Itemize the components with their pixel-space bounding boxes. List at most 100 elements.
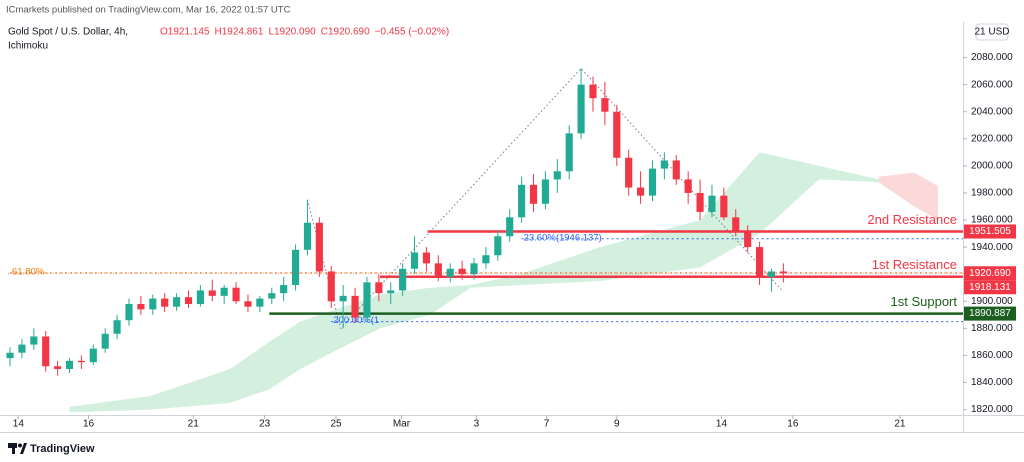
- price-tag-label: 1920.690: [969, 268, 1011, 279]
- y-tick-label: 1960.000: [971, 215, 1013, 226]
- candle-body: [327, 271, 335, 302]
- candle-body: [506, 217, 514, 237]
- x-tick-label: 14: [716, 419, 728, 430]
- x-tick-label: 3: [474, 419, 480, 430]
- candle-body: [482, 255, 490, 264]
- price-tag: [964, 306, 1016, 321]
- candle-body: [6, 352, 14, 359]
- candle-body: [422, 252, 430, 264]
- candle-body: [54, 366, 62, 369]
- candle-body: [470, 263, 478, 275]
- candle-body: [529, 184, 538, 204]
- candle-body: [137, 303, 145, 310]
- candle-body: [410, 252, 419, 269]
- level-name: 1st Resistance: [872, 257, 957, 272]
- candle-body: [518, 184, 526, 218]
- candle-body: [744, 230, 752, 248]
- ohlc-value: L1920.090: [268, 27, 316, 38]
- x-tick-label: 21: [894, 419, 906, 430]
- candle-body: [375, 282, 383, 294]
- candle-body: [446, 268, 454, 277]
- candle-body: [113, 320, 121, 334]
- currency[interactable]: 21 USD: [974, 27, 1009, 38]
- y-tick-label: 1820.000: [971, 404, 1013, 415]
- candle-body: [232, 287, 240, 302]
- candle-body: [399, 268, 407, 291]
- logo-mark: [20, 443, 27, 454]
- ohlc-value: C1920.690: [321, 27, 370, 38]
- price-tag: [964, 266, 1016, 281]
- currency-box[interactable]: [975, 23, 1009, 41]
- candle-body: [434, 263, 442, 277]
- candle-body: [280, 285, 288, 294]
- candle-body: [220, 287, 228, 296]
- ohlc-value: −0.455 (−0.02%): [375, 27, 450, 38]
- symbol: Gold Spot / U.S. Dollar, 4h,: [8, 27, 128, 38]
- y-tick-label: 2060.000: [971, 79, 1013, 90]
- candle-body: [244, 301, 252, 307]
- candle-body: [565, 133, 573, 172]
- candle-body: [77, 360, 85, 363]
- candle-body: [30, 336, 38, 345]
- candle-body: [541, 179, 549, 204]
- candle-body: [625, 157, 633, 188]
- price-tag: [964, 280, 1016, 295]
- candle-body: [161, 298, 169, 307]
- candle-body: [291, 249, 300, 286]
- x-tick-label: 16: [83, 419, 95, 430]
- y-tick-label: 2000.000: [971, 161, 1013, 172]
- price-tag-label: 1951.505: [969, 226, 1011, 237]
- brand: TradingView: [30, 443, 95, 455]
- candle-body: [42, 336, 50, 367]
- x-tick-label: 14: [13, 419, 25, 430]
- candle-body: [755, 247, 764, 277]
- x-tick-label: 16: [787, 419, 799, 430]
- publisher: ICmarkets published on TradingView.com, …: [6, 5, 291, 16]
- candle-body: [613, 111, 621, 158]
- x-tick-label: 9: [614, 419, 620, 430]
- candle-body: [351, 295, 359, 318]
- candle-body: [637, 187, 645, 196]
- x-tick-label: Mar: [393, 419, 411, 430]
- y-tick-label: 1900.000: [971, 296, 1013, 307]
- candle-body: [89, 348, 97, 363]
- x-tick-label: 23: [259, 419, 271, 430]
- x-tick-label: 7: [544, 419, 550, 430]
- candle-body: [125, 303, 133, 321]
- candle-body: [720, 195, 728, 218]
- y-tick-label: 2080.000: [971, 52, 1013, 63]
- candle-body: [577, 84, 585, 134]
- candle-body: [256, 298, 264, 307]
- y-tick-label: 1880.000: [971, 323, 1013, 334]
- candle-body: [101, 333, 109, 349]
- candle-body: [696, 192, 704, 212]
- y-tick-label: 1940.000: [971, 242, 1013, 253]
- level-name: 2nd Resistance: [867, 212, 957, 227]
- tradingview-logo: [8, 443, 27, 454]
- price-tag-label: 1890.887: [969, 308, 1011, 319]
- x-tick-label: 21: [188, 419, 200, 430]
- candle-body: [672, 160, 680, 180]
- candle-body: [149, 298, 157, 310]
- candle-body: [660, 160, 668, 169]
- fib-label: 200.00%(1: [333, 315, 379, 326]
- candle-body: [494, 236, 502, 256]
- y-tick-label: 2040.000: [971, 106, 1013, 117]
- fib-label: 23.60%(1946.137): [524, 232, 602, 243]
- ohlc-legend: O1921.145 H1924.861 L1920.090 C1920.690 −0.4…: [160, 27, 449, 38]
- fib-label: 61.80%: [12, 266, 45, 277]
- candle-body: [387, 290, 395, 294]
- candle-body: [196, 290, 204, 304]
- price-tag: [964, 224, 1016, 239]
- candle-body: [732, 217, 740, 231]
- candle-body: [684, 179, 692, 193]
- ohlc-value: H1924.861: [215, 27, 264, 38]
- candle-body: [173, 297, 181, 307]
- candle-body: [268, 293, 276, 299]
- candle-body: [208, 290, 216, 296]
- candle-body: [303, 222, 312, 250]
- candle-body: [458, 268, 466, 275]
- ohlc-value: O1921.145: [160, 27, 210, 38]
- y-tick-label: 1860.000: [971, 350, 1013, 361]
